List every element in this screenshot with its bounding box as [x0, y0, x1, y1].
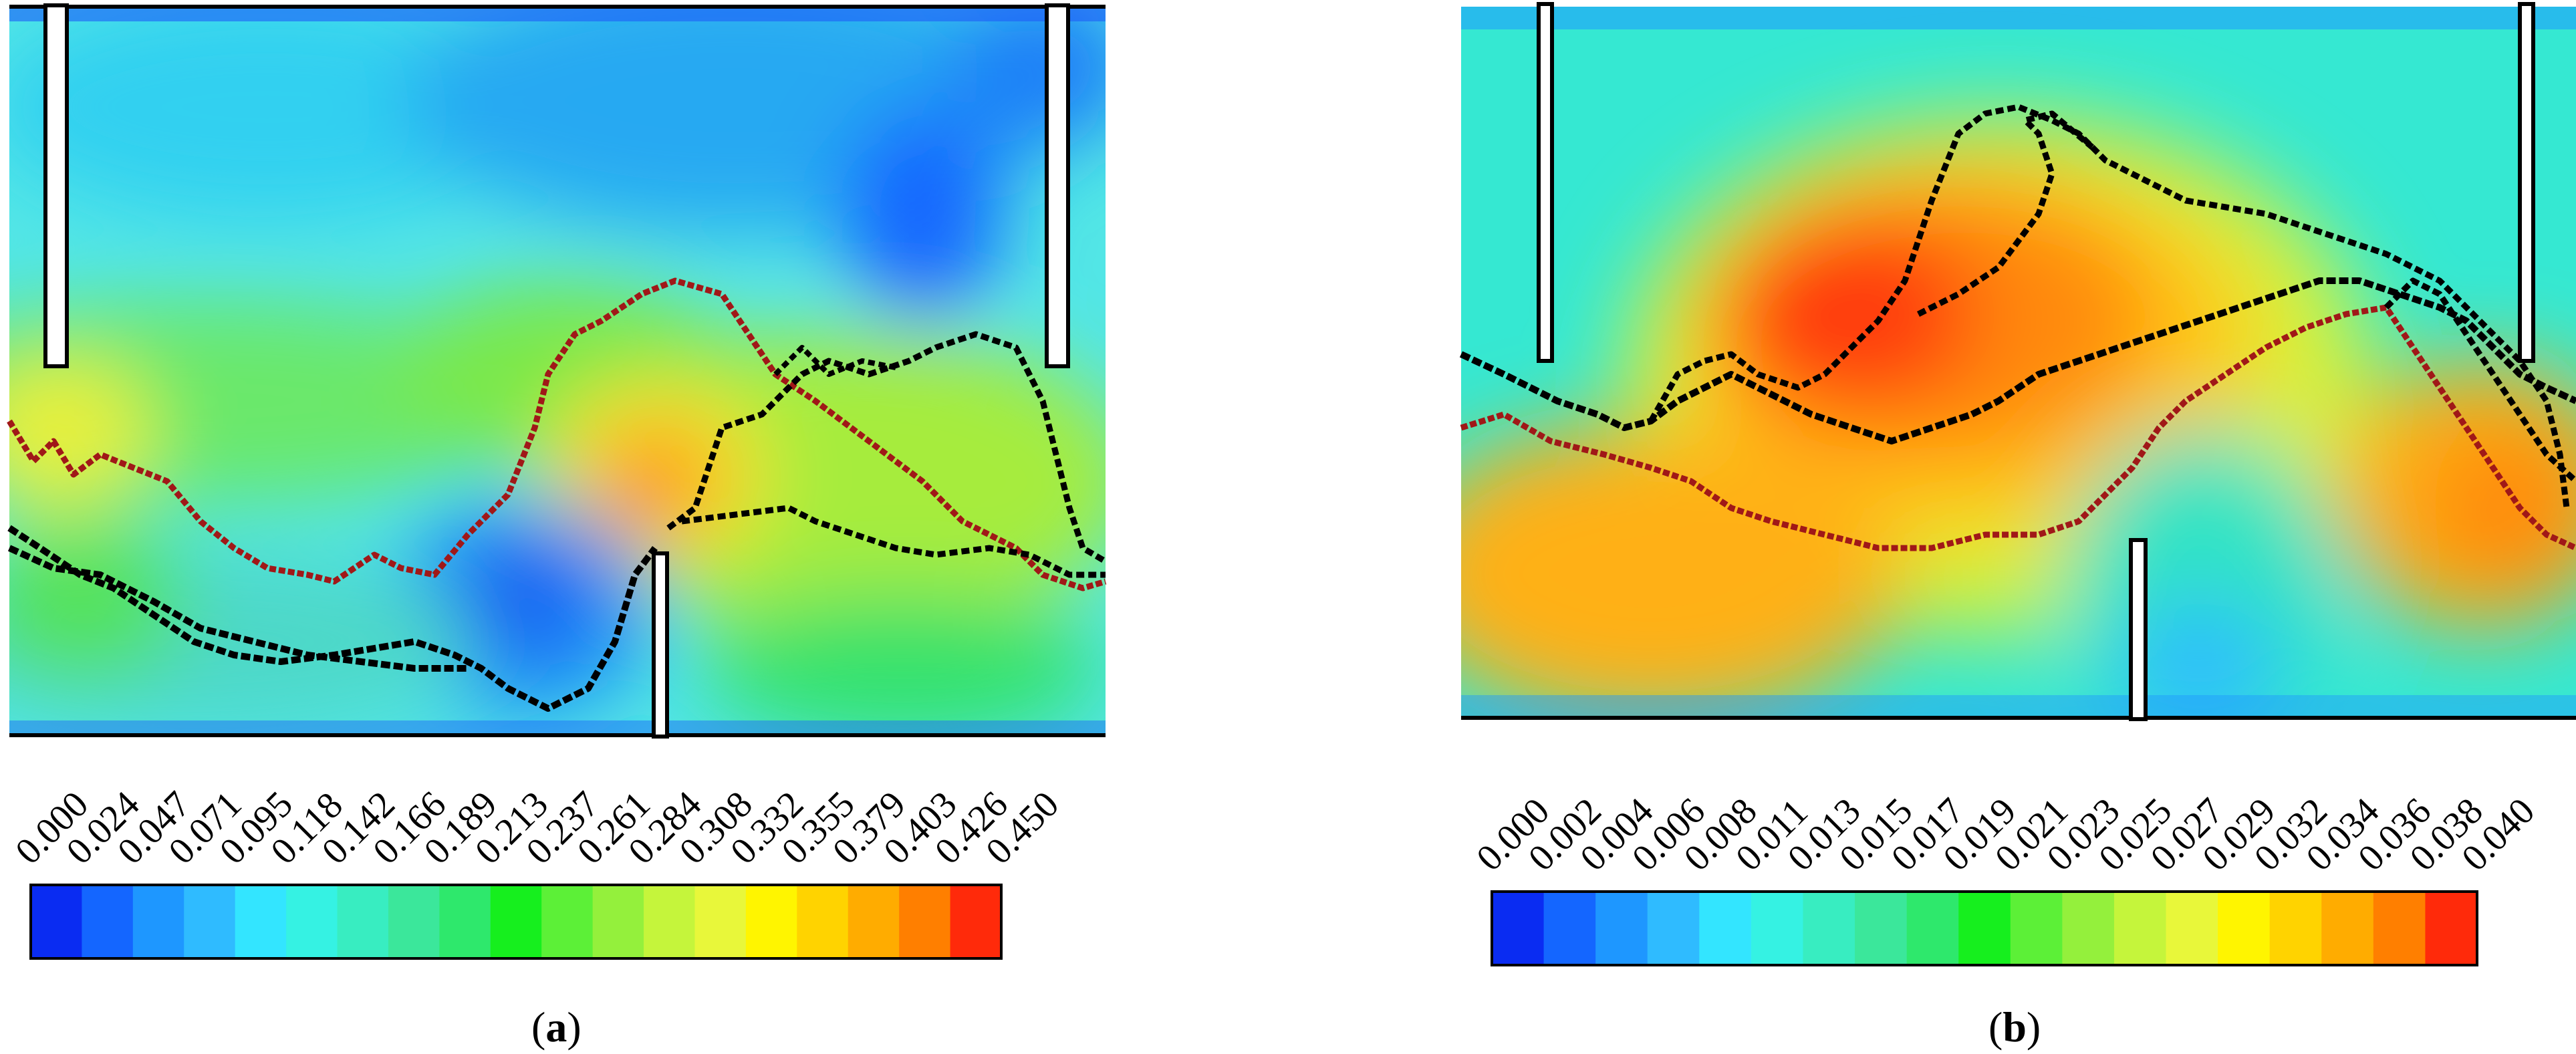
colorbar-swatch-b-0 [1492, 892, 1545, 965]
colorbar-swatch-b-18 [2425, 892, 2478, 965]
baffle-top-right-a [1045, 3, 1070, 368]
colorbar-swatch-b-2 [1595, 892, 1648, 965]
colorbar-swatch-b-5 [1751, 892, 1803, 965]
colorbar-swatch-a-17 [899, 885, 951, 958]
colorbar-swatch-b-10 [2010, 892, 2063, 965]
velocity-contour-field-b [1461, 7, 2576, 718]
colorbar-swatch-a-13 [694, 885, 747, 958]
baffle-bottom-middle-b [2129, 538, 2148, 721]
colorbar-swatch-a-1 [82, 885, 134, 958]
particle-trajectories-b [1459, 104, 2576, 551]
colorbar-swatch-a-16 [848, 885, 900, 958]
colorbar-frame-b [1491, 890, 2478, 966]
colorbar-swatch-b-4 [1699, 892, 1752, 965]
colorbar-swatch-b-16 [2321, 892, 2374, 965]
colorbar-swatch-b-3 [1647, 892, 1700, 965]
colorbar-frame-a [29, 884, 1003, 960]
trajectory-black-3-b [1916, 110, 2094, 317]
caption-a: (a) [531, 1003, 582, 1051]
colorbar-swatch-a-15 [797, 885, 849, 958]
colorbar-swatch-b-1 [1543, 892, 1596, 965]
panel-a: 0.0000.0240.0470.0710.0950.1180.1420.166… [7, 3, 1108, 960]
colorbar-swatch-b-9 [1958, 892, 2011, 965]
colorbar-b: 0.0000.0020.0040.0060.0080.0110.0130.015… [1468, 790, 2543, 966]
colorbar-swatch-b-14 [2218, 892, 2271, 965]
colorbar-swatch-b-8 [1906, 892, 1959, 965]
colorbar-swatch-a-18 [950, 885, 1002, 958]
colorbar-swatch-a-11 [592, 885, 644, 958]
colorbar-swatch-a-12 [644, 885, 695, 958]
colorbar-swatch-a-2 [132, 885, 184, 958]
colorbar-swatch-b-6 [1803, 892, 1855, 965]
colorbar-swatch-a-3 [184, 885, 236, 958]
colorbar-swatch-b-7 [1855, 892, 1908, 965]
trajectory-black-1-a [7, 525, 658, 712]
colorbar-swatch-b-12 [2113, 892, 2167, 965]
colorbar-swatch-a-5 [286, 885, 338, 958]
panel-b: 0.0000.0020.0040.0060.0080.0110.0130.015… [1459, 2, 2576, 966]
colorbar-swatch-a-9 [490, 885, 542, 958]
colorbar-a: 0.0000.0240.0470.0710.0950.1180.1420.166… [7, 783, 1067, 960]
colorbar-swatch-b-11 [2062, 892, 2115, 965]
baffle-top-right-b [2518, 2, 2535, 363]
colorbar-swatch-b-17 [2373, 892, 2426, 965]
trajectory-black-2-b [1648, 104, 2570, 509]
baffle-bottom-middle-a [652, 551, 669, 739]
caption-letter-b: b [2003, 1003, 2027, 1051]
particle-trajectories-a [7, 277, 1108, 712]
caption-letter-a: a [545, 1003, 567, 1051]
velocity-contour-field-a [9, 7, 1106, 735]
trajectory-red-a [7, 277, 1107, 591]
colorbar-swatch-a-4 [235, 885, 287, 958]
trajectory-red-b [1460, 304, 2576, 551]
trajectory-black-4-b [2384, 277, 2576, 484]
baffle-top-left-b [1537, 2, 1554, 363]
domain-walls-b [1461, 2, 2576, 721]
trajectory-black-4-a [681, 505, 1106, 578]
colorbar-swatch-a-14 [745, 885, 797, 958]
caption-b: (b) [1988, 1003, 2041, 1051]
trajectory-black-2-a [7, 545, 468, 672]
colorbar-swatch-a-6 [337, 885, 389, 958]
colorbar-swatch-a-10 [541, 885, 594, 958]
baffle-top-left-a [43, 3, 69, 368]
colorbar-swatch-a-0 [31, 885, 82, 958]
colorbar-swatch-b-13 [2166, 892, 2218, 965]
colorbar-swatch-b-15 [2269, 892, 2322, 965]
colorbar-swatch-a-7 [388, 885, 440, 958]
domain-walls-a [9, 3, 1106, 739]
trajectory-black-3-a [666, 331, 1108, 564]
trajectory-black-5-a [773, 345, 896, 377]
colorbar-swatch-a-8 [439, 885, 491, 958]
